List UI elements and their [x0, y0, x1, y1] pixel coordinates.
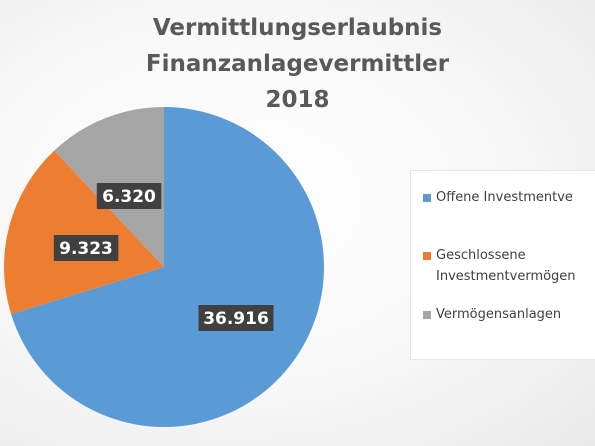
data-label-geschlossene: 9.323	[53, 235, 119, 261]
chart-title: Vermittlungserlaubnis Finanzanlagevermit…	[0, 10, 595, 118]
chart-title-line-1: Vermittlungserlaubnis Finanzanlagevermit…	[145, 15, 450, 77]
legend-swatch-offene	[423, 194, 431, 202]
legend-item-geschlossene: Geschlossene Investmentvermögen	[423, 245, 576, 287]
data-label-vermoegensanlagen: 6.320	[96, 183, 162, 209]
data-label-box-vermoegensanlagen	[96, 183, 162, 209]
chart-title-line-2: 2018	[265, 87, 330, 113]
data-label-text-vermoegensanlagen: 6.320	[102, 187, 156, 207]
legend-label-geschlossene-line-1: Geschlossene	[436, 248, 526, 263]
pie-slice-offene	[11, 107, 324, 427]
legend: Offene Investmentve Geschlossene Investm…	[410, 170, 595, 360]
legend-label-vermoegensanlagen: Vermögensanlagen	[436, 307, 562, 322]
legend-item-vermoegensanlagen: Vermögensanlagen	[423, 304, 561, 325]
legend-swatch-vermoegensanlagen	[423, 311, 431, 319]
legend-swatch-geschlossene	[423, 252, 431, 260]
data-label-box-geschlossene	[53, 235, 119, 261]
data-label-text-geschlossene: 9.323	[59, 239, 113, 259]
legend-item-offene: Offene Investmentve	[423, 187, 573, 208]
data-label-text-offene: 36.916	[203, 309, 269, 329]
pie-slice-geschlossene	[3, 150, 165, 315]
legend-label-offene: Offene Investmentve	[436, 190, 573, 205]
data-label-box-offene	[198, 305, 274, 331]
legend-label-geschlossene-line-2: Investmentvermögen	[436, 269, 576, 284]
data-label-offene: 36.916	[198, 305, 274, 331]
